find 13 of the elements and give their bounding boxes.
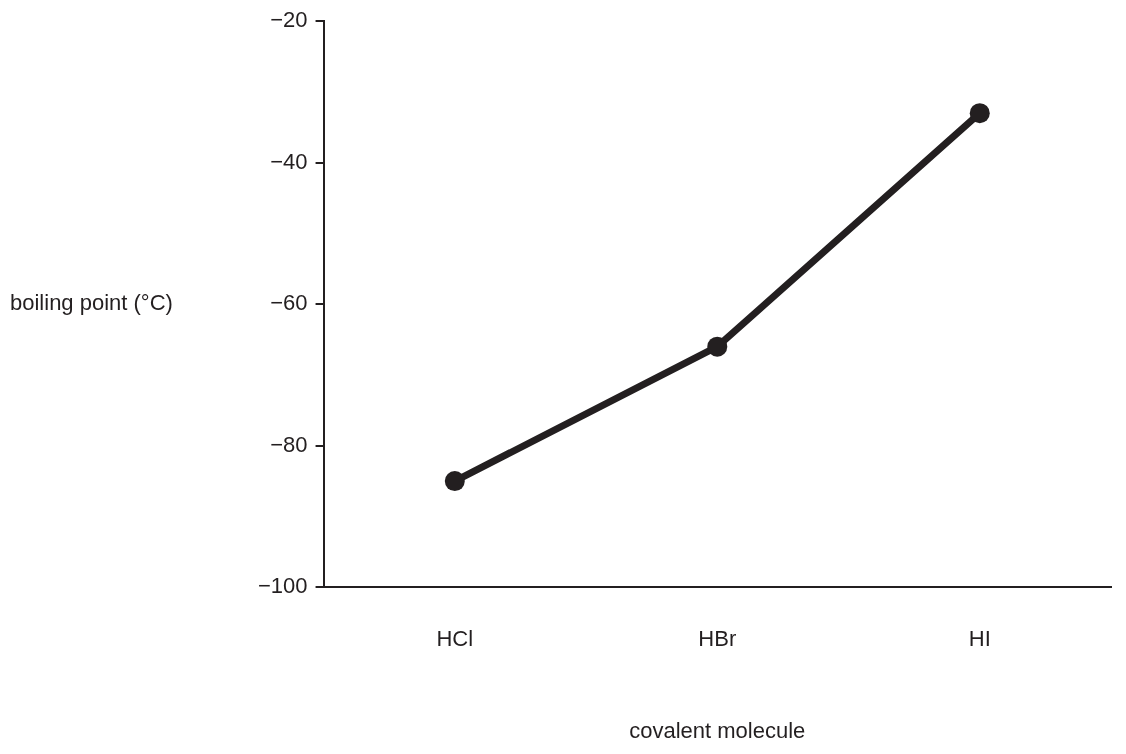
x-axis-title: covalent molecule xyxy=(629,717,806,743)
point xyxy=(969,103,990,124)
point xyxy=(444,471,465,492)
y-tick-label: −80 xyxy=(270,431,308,457)
y-tick-label: −60 xyxy=(270,290,308,316)
y-tick-label: −40 xyxy=(270,148,308,174)
x-tick-label: HBr xyxy=(698,626,737,652)
x-tick-label: HI xyxy=(968,626,991,652)
y-axis-title: boiling point (°C) xyxy=(10,290,173,316)
y-tick-label: −20 xyxy=(270,7,308,33)
y-tick-label: −100 xyxy=(257,573,308,599)
point xyxy=(707,336,728,357)
x-tick-label: HCl xyxy=(436,626,474,652)
